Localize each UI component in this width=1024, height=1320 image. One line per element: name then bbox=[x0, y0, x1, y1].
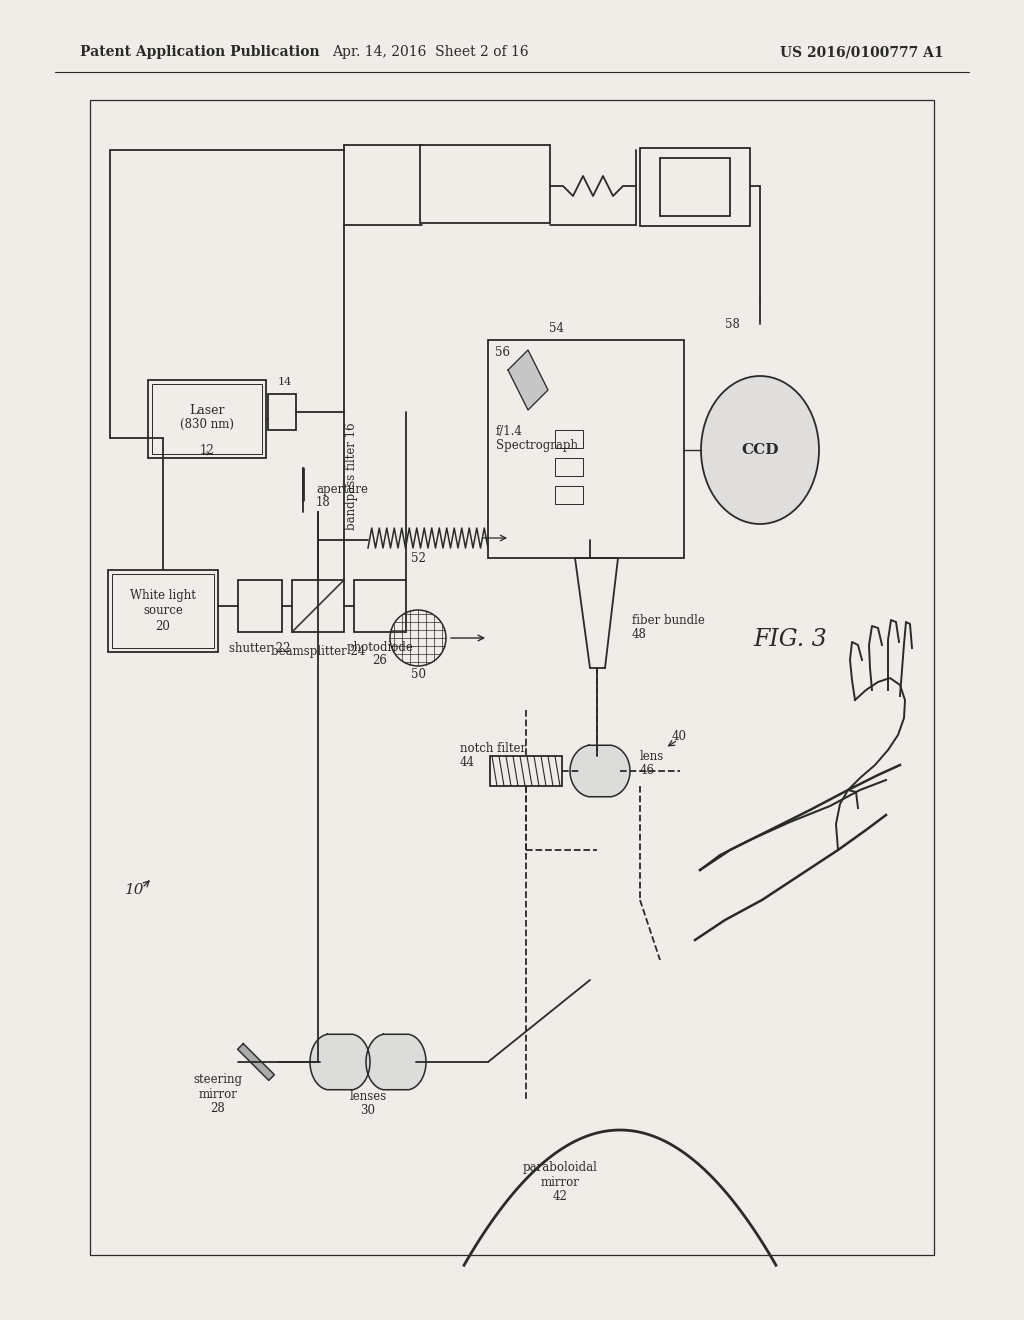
Bar bbox=[238, 579, 282, 632]
Text: CCD: CCD bbox=[741, 444, 778, 457]
Text: 26: 26 bbox=[373, 653, 387, 667]
Text: 18: 18 bbox=[316, 496, 331, 510]
Polygon shape bbox=[238, 1044, 274, 1080]
Text: Spectrograph: Spectrograph bbox=[496, 440, 578, 453]
Text: aperture: aperture bbox=[316, 483, 368, 496]
Text: 30: 30 bbox=[360, 1104, 376, 1117]
Text: 14: 14 bbox=[278, 378, 292, 387]
Text: 46: 46 bbox=[640, 763, 655, 776]
Text: 52: 52 bbox=[411, 552, 425, 565]
Text: 28: 28 bbox=[211, 1101, 225, 1114]
Bar bbox=[90, 100, 934, 1255]
Text: FIG. 3: FIG. 3 bbox=[753, 628, 826, 652]
Bar bbox=[490, 756, 562, 785]
Text: beamsplitter 24: beamsplitter 24 bbox=[270, 645, 366, 659]
Bar bbox=[420, 145, 550, 223]
Bar bbox=[112, 574, 214, 648]
Text: bandpass filter 16: bandpass filter 16 bbox=[345, 422, 358, 531]
Text: Apr. 14, 2016  Sheet 2 of 16: Apr. 14, 2016 Sheet 2 of 16 bbox=[332, 45, 528, 59]
Text: photodiode: photodiode bbox=[346, 642, 414, 655]
Bar bbox=[292, 579, 344, 632]
Text: 10: 10 bbox=[125, 883, 144, 898]
Text: mirror: mirror bbox=[541, 1176, 580, 1188]
Text: 20: 20 bbox=[156, 619, 170, 632]
Polygon shape bbox=[508, 350, 548, 411]
Text: Patent Application Publication: Patent Application Publication bbox=[80, 45, 319, 59]
Bar bbox=[268, 393, 296, 430]
Bar bbox=[555, 458, 583, 477]
Text: shutter 22: shutter 22 bbox=[229, 642, 291, 655]
Text: 12: 12 bbox=[200, 444, 214, 457]
Bar bbox=[108, 570, 218, 652]
Bar bbox=[488, 341, 684, 558]
Bar bbox=[354, 579, 406, 632]
Text: 48: 48 bbox=[632, 627, 647, 640]
Text: paraboloidal: paraboloidal bbox=[522, 1162, 597, 1175]
Text: notch filter: notch filter bbox=[460, 742, 526, 755]
Text: Laser: Laser bbox=[189, 404, 224, 417]
Text: White light: White light bbox=[130, 590, 196, 602]
Text: 58: 58 bbox=[725, 318, 739, 330]
Text: 56: 56 bbox=[495, 346, 510, 359]
Text: steering: steering bbox=[194, 1073, 243, 1086]
Text: 42: 42 bbox=[553, 1189, 567, 1203]
Text: lenses: lenses bbox=[349, 1089, 387, 1102]
Text: (830 nm): (830 nm) bbox=[180, 417, 234, 430]
Bar bbox=[152, 384, 262, 454]
Text: 54: 54 bbox=[549, 322, 563, 334]
Bar bbox=[640, 148, 750, 226]
Ellipse shape bbox=[701, 376, 819, 524]
Text: fiber bundle: fiber bundle bbox=[632, 614, 705, 627]
Text: US 2016/0100777 A1: US 2016/0100777 A1 bbox=[780, 45, 944, 59]
Text: mirror: mirror bbox=[199, 1088, 238, 1101]
Text: f/1.4: f/1.4 bbox=[496, 425, 523, 438]
Text: 40: 40 bbox=[672, 730, 687, 742]
Text: lens: lens bbox=[640, 750, 665, 763]
Polygon shape bbox=[366, 1035, 426, 1090]
Polygon shape bbox=[310, 1035, 370, 1090]
Bar bbox=[148, 380, 266, 458]
Text: 44: 44 bbox=[460, 755, 475, 768]
Bar bbox=[660, 158, 730, 216]
Text: 50: 50 bbox=[411, 668, 426, 681]
Polygon shape bbox=[570, 746, 630, 797]
Bar bbox=[555, 430, 583, 447]
Text: source: source bbox=[143, 603, 183, 616]
Bar bbox=[555, 486, 583, 504]
